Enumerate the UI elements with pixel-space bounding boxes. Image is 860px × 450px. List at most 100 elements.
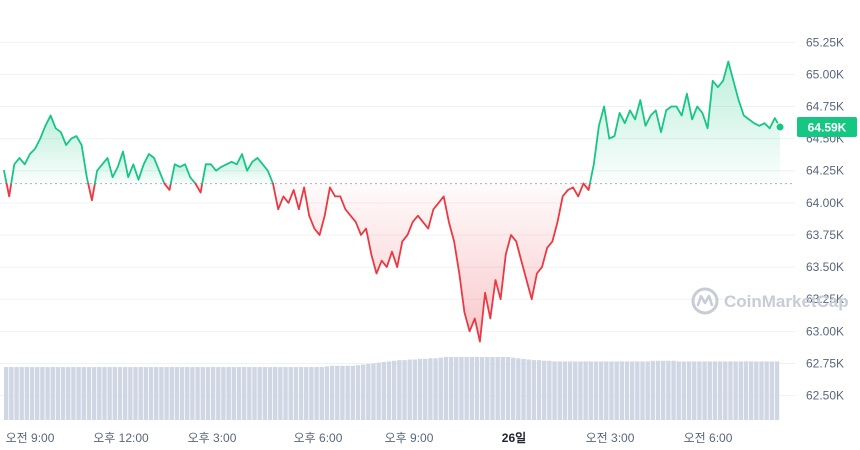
- volume-bar: [216, 367, 221, 420]
- volume-bar: [262, 367, 268, 420]
- volume-bar: [24, 367, 30, 420]
- x-tick-label: 26일: [502, 431, 526, 445]
- volume-bar: [231, 367, 236, 420]
- volume-bar: [350, 365, 355, 420]
- volume-bar: [324, 366, 330, 420]
- volume-bar: [190, 367, 195, 420]
- volume-bar: [169, 367, 174, 420]
- line-segment-down: [5, 182, 13, 198]
- x-axis-ticks: 오전 9:00 오후 12:00 오후 3:00 오후 6:00 오후 9:00 26일 오…: [6, 431, 733, 445]
- volume-bar: [412, 359, 418, 420]
- volume-bar: [547, 360, 552, 420]
- volume-bar: [128, 367, 133, 420]
- volume-bar: [573, 361, 578, 420]
- y-axis-ticks: 65.25K65.00K64.75K64.50K64.25K64.00K63.7…: [806, 35, 844, 402]
- line-segment-down: [87, 182, 96, 202]
- y-tick-label: 64.75K: [806, 100, 844, 114]
- x-tick-label: 오전 6:00: [684, 431, 733, 445]
- volume-bar: [143, 367, 149, 420]
- volume-bar: [154, 367, 159, 420]
- line-segment-down: [194, 182, 204, 194]
- volume-bar: [122, 367, 128, 420]
- volume-bar: [723, 361, 728, 420]
- volume-bar: [464, 357, 469, 420]
- volume-bar: [542, 360, 547, 420]
- volume-bar: [241, 367, 247, 420]
- x-tick-label: 오전 9:00: [6, 431, 55, 445]
- volume-bar: [521, 358, 526, 420]
- volume-bar: [319, 367, 324, 420]
- volume-bar: [738, 361, 743, 420]
- watermark: CoinMarketCap: [691, 287, 849, 315]
- volume-bar: [14, 367, 19, 420]
- volume-bar: [500, 357, 506, 420]
- volume-bar: [40, 367, 45, 420]
- volume-bar: [645, 361, 650, 420]
- volume-bar: [469, 357, 474, 420]
- volume-bar: [490, 357, 495, 420]
- volume-bars: [4, 357, 780, 420]
- volume-bar: [640, 361, 645, 420]
- volume-bar: [226, 367, 231, 420]
- volume-bar: [76, 367, 81, 420]
- current-price-label: 64.59K: [808, 121, 847, 135]
- coinmarketcap-logo-icon: [691, 287, 719, 315]
- volume-bar: [516, 358, 521, 420]
- volume-bar: [536, 360, 542, 420]
- volume-bar: [314, 367, 319, 420]
- volume-bar: [221, 367, 226, 420]
- volume-bar: [526, 359, 531, 420]
- y-tick-label: 64.25K: [806, 164, 844, 178]
- y-tick-label: 62.75K: [806, 356, 844, 370]
- volume-bar: [748, 361, 754, 420]
- volume-bar: [329, 365, 335, 420]
- line-segment-up: [94, 150, 166, 185]
- volume-bar: [743, 361, 749, 420]
- volume-bar: [697, 361, 702, 420]
- volume-bar: [712, 361, 718, 420]
- volume-bar: [195, 367, 200, 420]
- volume-bar: [423, 358, 428, 420]
- current-price-badge: [797, 117, 857, 138]
- volume-bar: [692, 361, 697, 420]
- volume-bar: [485, 357, 490, 420]
- volume-bar: [769, 361, 775, 420]
- volume-bar: [283, 367, 288, 420]
- volume-bar: [629, 361, 635, 420]
- line-segment-up: [589, 60, 781, 185]
- volume-bar: [681, 361, 687, 420]
- y-tick-label: 63.75K: [806, 228, 844, 242]
- line-segment-up: [201, 153, 274, 185]
- volume-bar: [438, 357, 443, 420]
- volume-bar: [717, 361, 723, 420]
- volume-bar: [686, 361, 692, 420]
- area-fill-up: [589, 61, 780, 184]
- area-fill-up: [11, 115, 89, 184]
- volume-bar: [443, 357, 449, 420]
- line-segment-up: [10, 114, 90, 185]
- volume-bar: [71, 367, 76, 420]
- volume-bar: [288, 367, 293, 420]
- volume-bar: [86, 367, 92, 420]
- volume-bar: [366, 363, 371, 420]
- volume-bar: [402, 360, 407, 420]
- volume-bar: [604, 361, 609, 420]
- volume-bar: [9, 367, 14, 420]
- area-fill-up: [94, 151, 165, 184]
- volume-bar: [102, 367, 107, 420]
- volume-bar: [661, 360, 666, 420]
- x-tick-label: 오후 3:00: [188, 431, 237, 445]
- x-tick-label: 오전 3:00: [586, 431, 635, 445]
- volume-bar: [428, 358, 433, 420]
- volume-bar: [205, 367, 211, 420]
- volume-bar: [666, 360, 671, 420]
- y-tick-label: 63.50K: [806, 260, 844, 274]
- volume-bar: [117, 367, 123, 420]
- volume-bar: [376, 362, 381, 420]
- volume-bar: [562, 361, 568, 420]
- volume-bar: [557, 361, 562, 420]
- line-segment-up: [3, 169, 8, 185]
- volume-bar: [179, 367, 185, 420]
- volume-bar: [309, 367, 314, 420]
